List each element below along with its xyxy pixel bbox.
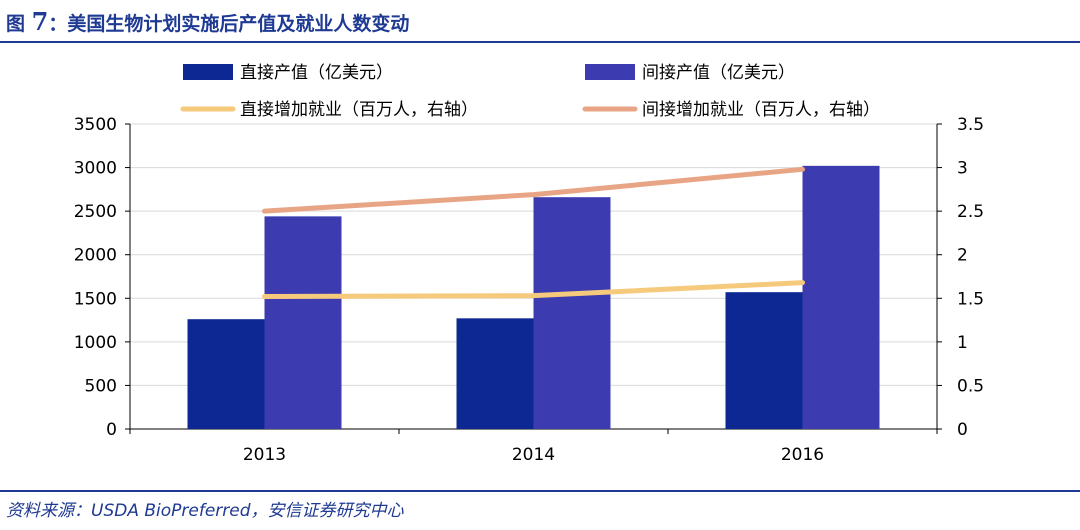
bar-indirect-2014: [533, 197, 611, 429]
y-left-tick-label: 1000: [74, 333, 117, 353]
figure-label: 图: [6, 13, 26, 35]
chart-canvas: 直接产值（亿美元） 间接产值（亿美元） 直接增加就业（百万人，右轴） 间接增加就业（百…: [74, 63, 984, 465]
chart-bars: [187, 165, 880, 429]
y-right-tick-label: 1.5: [957, 289, 984, 309]
y-left-tick-label: 1500: [74, 289, 117, 309]
bar-indirect-2013: [264, 216, 342, 429]
y-right-tick-label: 2: [957, 246, 968, 266]
y-right-tick-label: 0: [957, 420, 968, 440]
source-latin: USDA BioPreferred: [91, 501, 251, 521]
source-note: 资料来源：USDA BioPreferred，安信证券研究中心: [6, 497, 404, 525]
x-tick-label-2016: 2016: [781, 445, 824, 465]
chart-legend: 直接产值（亿美元） 间接产值（亿美元） 直接增加就业（百万人，右轴） 间接增加就业（百…: [180, 63, 880, 120]
legend-label-direct-jobs: 直接增加就业（百万人，右轴）: [240, 100, 478, 120]
bar-direct-2014: [456, 318, 534, 429]
figure-title: 美国生物计划实施后产值及就业人数变动: [67, 13, 410, 35]
bar-direct-2016: [725, 292, 803, 429]
y-right-tick-label: 3.5: [957, 115, 984, 135]
y-left-tick-label: 500: [85, 376, 117, 396]
legend-swatch-direct-output: [183, 64, 233, 80]
legend-label-indirect-output: 间接产值（亿美元）: [642, 63, 795, 83]
y-right-tick-label: 1: [957, 333, 968, 353]
line-indirect-jobs: [262, 166, 805, 214]
footer-rule: [0, 490, 1080, 492]
legend-swatch-indirect-output: [585, 64, 635, 80]
y-left-tick-label: 0: [106, 420, 117, 440]
header-rule: [0, 41, 1080, 43]
chart-tick-labels: 3500 3000 2500 2000 1500 1000 500 0 3.5 3 2.5 2 1.5 1…: [74, 115, 984, 465]
chart-lines: [262, 166, 805, 300]
y-right-tick-label: 0.5: [957, 376, 984, 396]
figure-number: 7: [31, 7, 49, 36]
title-separator: ：: [48, 13, 68, 35]
chart-title: 图 7：美国生物计划实施后产值及就业人数变动: [6, 6, 409, 38]
source-prefix: 资料来源：: [6, 501, 91, 521]
x-tick-label-2014: 2014: [512, 445, 555, 465]
y-left-tick-label: 2500: [74, 202, 117, 222]
bar-direct-2013: [187, 319, 265, 429]
line-direct-jobs: [262, 280, 805, 300]
y-right-tick-label: 3: [957, 159, 968, 179]
legend-label-indirect-jobs: 间接增加就业（百万人，右轴）: [642, 100, 880, 120]
x-tick-label-2013: 2013: [243, 445, 286, 465]
legend-label-direct-output: 直接产值（亿美元）: [240, 63, 393, 83]
y-left-tick-label: 3500: [74, 115, 117, 135]
y-left-tick-label: 3000: [74, 159, 117, 179]
source-suffix: ，安信证券研究中心: [250, 501, 404, 521]
y-left-tick-label: 2000: [74, 246, 117, 266]
bar-indirect-2016: [802, 165, 880, 429]
y-right-tick-label: 2.5: [957, 202, 984, 222]
